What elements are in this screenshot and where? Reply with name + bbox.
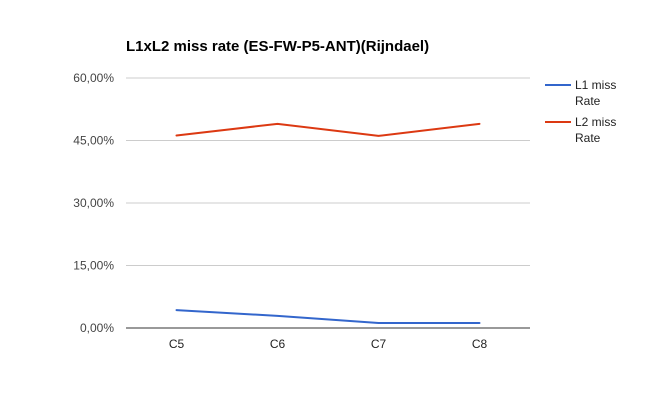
y-tick-label: 15,00% [73, 259, 114, 273]
y-tick-label: 0,00% [80, 321, 114, 335]
series-line-l1 [175, 309, 481, 324]
series-line-l2 [175, 122, 481, 137]
legend-label-l2: L2 miss Rate [575, 115, 617, 145]
legend-swatch-l1 [545, 84, 571, 86]
x-tick-label: C8 [472, 337, 488, 351]
y-tick-label: 30,00% [73, 196, 114, 210]
legend-item-l2: L2 miss Rate [545, 114, 645, 151]
x-tick-label: C6 [270, 337, 286, 351]
chart-legend: L1 miss Rate L2 miss Rate [545, 77, 645, 151]
x-tick-label: C5 [169, 337, 185, 351]
legend-label-l1: L1 miss Rate [575, 78, 617, 108]
y-tick-label: 45,00% [73, 134, 114, 148]
legend-item-l1: L1 miss Rate [545, 77, 645, 114]
legend-swatch-l2 [545, 121, 571, 123]
y-tick-label: 60,00% [73, 71, 114, 85]
chart-title: L1xL2 miss rate (ES-FW-P5-ANT)(Rijndael) [126, 38, 430, 55]
x-tick-label: C7 [371, 337, 387, 351]
